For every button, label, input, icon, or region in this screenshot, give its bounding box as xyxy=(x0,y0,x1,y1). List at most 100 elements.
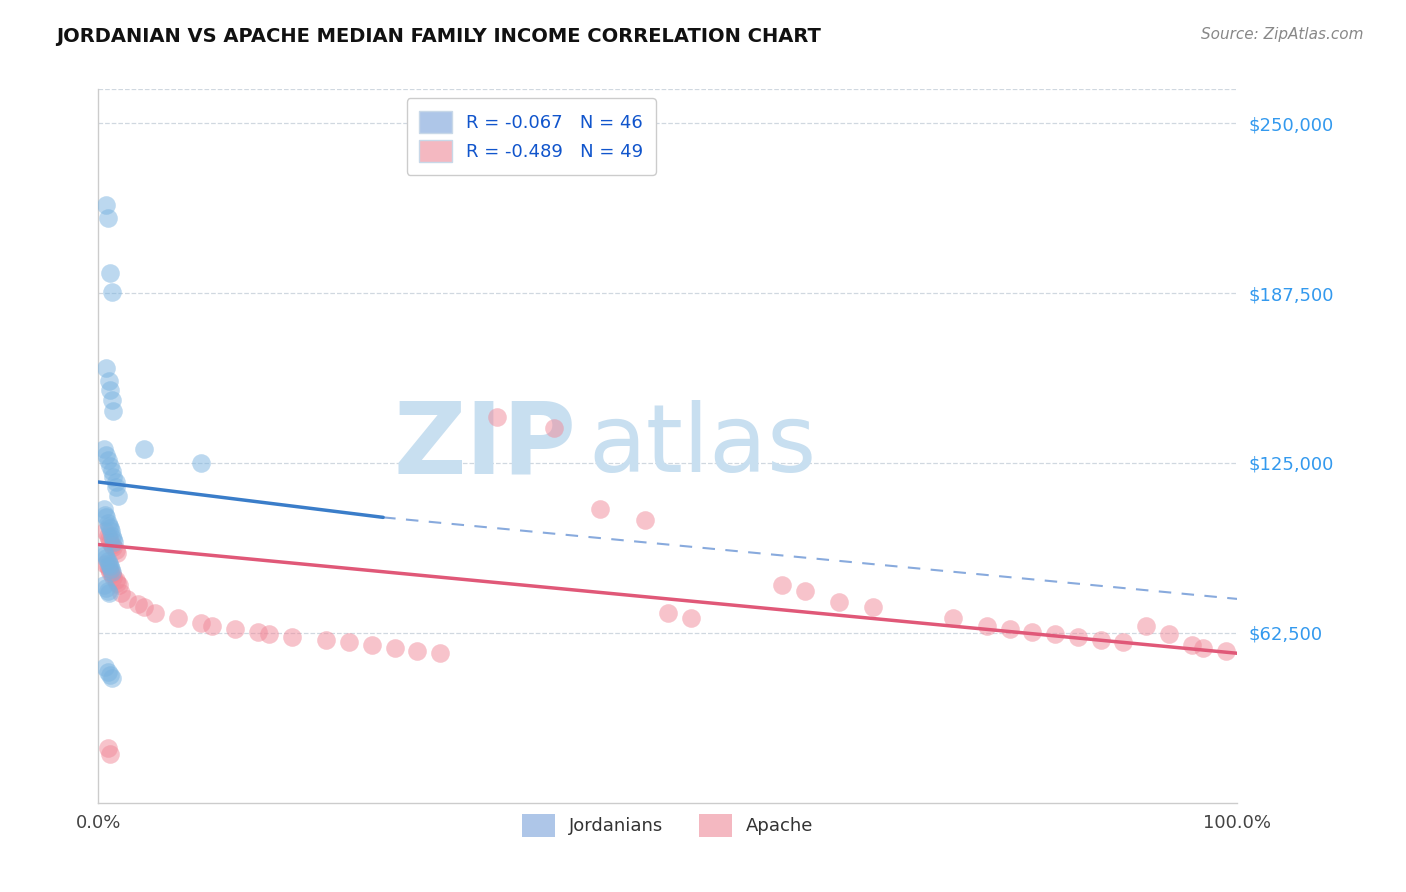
Point xyxy=(104,573,127,587)
Point xyxy=(105,546,128,560)
Point xyxy=(190,456,212,470)
Point xyxy=(1067,630,1090,644)
Point xyxy=(101,537,124,551)
Point xyxy=(101,671,124,685)
Point xyxy=(97,375,120,389)
Point xyxy=(97,557,120,571)
Point xyxy=(103,404,125,418)
Point xyxy=(167,611,190,625)
Point xyxy=(101,393,124,408)
Point xyxy=(998,622,1021,636)
Point xyxy=(98,559,121,574)
Point xyxy=(429,646,451,660)
Point xyxy=(96,448,118,462)
Point xyxy=(103,570,125,584)
Point xyxy=(224,622,246,636)
Point xyxy=(96,583,118,598)
Point xyxy=(101,464,124,478)
Point xyxy=(107,489,129,503)
Point xyxy=(1090,632,1112,647)
Point xyxy=(96,741,118,756)
Point xyxy=(108,578,131,592)
Point xyxy=(588,502,610,516)
Point xyxy=(94,508,117,522)
Point xyxy=(94,549,117,563)
Point xyxy=(281,630,304,644)
Point xyxy=(100,562,122,576)
Point xyxy=(486,409,509,424)
Point xyxy=(132,600,155,615)
Point xyxy=(96,360,118,375)
Point xyxy=(98,458,121,473)
Point xyxy=(145,606,167,620)
Point xyxy=(127,598,149,612)
Point xyxy=(94,660,117,674)
Point xyxy=(634,513,657,527)
Point xyxy=(98,668,121,682)
Point xyxy=(110,586,132,600)
Text: ZIP: ZIP xyxy=(394,398,576,494)
Point xyxy=(657,606,679,620)
Point xyxy=(679,611,702,625)
Point xyxy=(96,211,118,226)
Point xyxy=(132,442,155,457)
Point xyxy=(96,559,118,574)
Point xyxy=(101,565,124,579)
Point xyxy=(96,516,118,530)
Point xyxy=(103,469,125,483)
Point xyxy=(337,635,360,649)
Point xyxy=(96,529,118,543)
Point xyxy=(246,624,269,639)
Point xyxy=(942,611,965,625)
Point xyxy=(104,475,127,489)
Point xyxy=(1112,635,1135,649)
Point xyxy=(384,640,406,655)
Point xyxy=(93,502,115,516)
Text: atlas: atlas xyxy=(588,400,817,492)
Point xyxy=(98,383,121,397)
Point xyxy=(406,643,429,657)
Point xyxy=(1215,643,1237,657)
Point xyxy=(201,619,224,633)
Point xyxy=(96,581,118,595)
Point xyxy=(97,518,120,533)
Point xyxy=(98,534,121,549)
Legend: Jordanians, Apache: Jordanians, Apache xyxy=(515,807,821,844)
Point xyxy=(103,532,125,546)
Point xyxy=(96,551,118,566)
Point xyxy=(94,524,117,538)
Text: Source: ZipAtlas.com: Source: ZipAtlas.com xyxy=(1201,27,1364,42)
Point xyxy=(96,510,118,524)
Point xyxy=(96,665,118,680)
Point xyxy=(96,453,118,467)
Point xyxy=(103,534,125,549)
Point xyxy=(97,532,120,546)
Point xyxy=(100,524,122,538)
Point xyxy=(115,591,138,606)
Point xyxy=(190,616,212,631)
Point xyxy=(1135,619,1157,633)
Point xyxy=(96,554,118,568)
Point xyxy=(101,285,124,299)
Point xyxy=(93,578,115,592)
Point xyxy=(101,529,124,543)
Point xyxy=(1181,638,1204,652)
Point xyxy=(1021,624,1043,639)
Point xyxy=(104,480,127,494)
Point xyxy=(98,521,121,535)
Point xyxy=(98,266,121,280)
Point xyxy=(94,557,117,571)
Point xyxy=(97,586,120,600)
Point xyxy=(360,638,382,652)
Point xyxy=(1043,627,1066,641)
Point xyxy=(862,600,884,615)
Point xyxy=(96,198,118,212)
Point xyxy=(98,747,121,761)
Point xyxy=(105,575,128,590)
Point xyxy=(793,583,815,598)
Point xyxy=(101,567,124,582)
Point xyxy=(543,420,565,434)
Point xyxy=(259,627,281,641)
Point xyxy=(93,442,115,457)
Point xyxy=(103,541,125,555)
